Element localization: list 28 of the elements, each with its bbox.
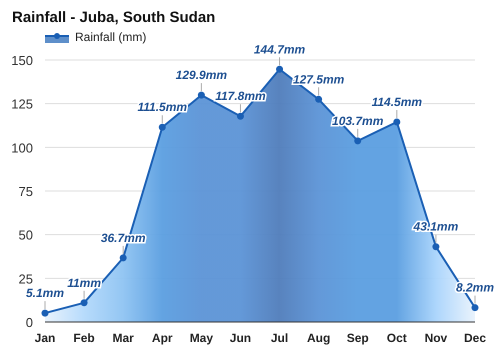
x-tick-label: Feb bbox=[73, 331, 95, 345]
legend-label: Rainfall (mm) bbox=[75, 30, 146, 44]
y-tick-label: 125 bbox=[11, 96, 33, 112]
x-tick-label: Jul bbox=[270, 331, 288, 345]
x-tick-label: Aug bbox=[306, 331, 330, 345]
x-tick-label: Oct bbox=[386, 331, 407, 345]
data-label: 114.5mm bbox=[372, 95, 422, 110]
x-tick-label: May bbox=[190, 331, 214, 345]
data-label: 5.1mm bbox=[26, 286, 64, 300]
data-label: 129.9mm bbox=[176, 68, 228, 82]
data-label: 11mm bbox=[67, 276, 102, 290]
y-tick-label: 0 bbox=[26, 315, 33, 330]
data-label: 127.5mm bbox=[292, 72, 345, 86]
data-label: 111.5mm bbox=[137, 100, 188, 114]
y-tick-label: 50 bbox=[18, 228, 33, 243]
data-label: 144.7mm bbox=[254, 42, 306, 56]
chart-title: Rainfall - Juba, South Sudan bbox=[12, 9, 216, 26]
y-tick-label: 150 bbox=[11, 53, 33, 68]
x-tick-label: Jun bbox=[230, 331, 252, 345]
y-tick-label: 75 bbox=[18, 184, 33, 199]
y-tick-label: 100 bbox=[11, 140, 33, 156]
y-tick-label: 25 bbox=[18, 271, 33, 286]
x-tick-label: Dec bbox=[464, 331, 486, 345]
x-tick-label: Jan bbox=[34, 331, 56, 345]
x-tick-label: Sep bbox=[346, 331, 369, 345]
x-tick-label: Nov bbox=[424, 331, 448, 345]
x-tick-label: Apr bbox=[152, 331, 173, 345]
x-tick-label: Mar bbox=[112, 331, 134, 345]
